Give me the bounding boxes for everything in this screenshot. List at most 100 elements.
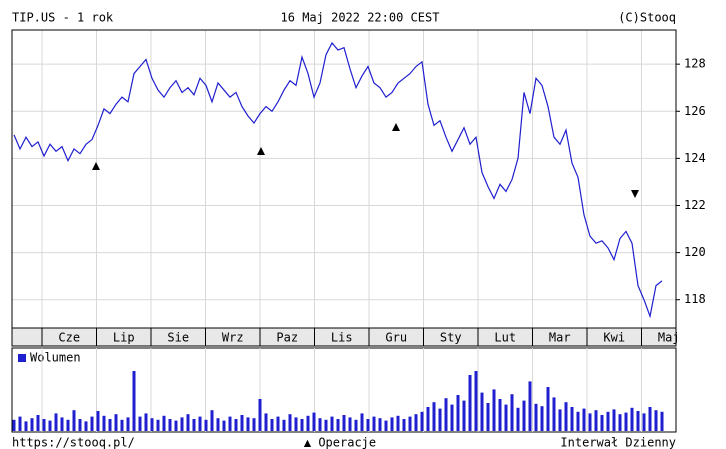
volume-bar (378, 418, 382, 431)
volume-bar (312, 412, 316, 431)
y-tick-label: 124 (684, 151, 706, 165)
volume-bar (12, 419, 16, 431)
operation-marker (392, 123, 400, 131)
volume-bar (240, 415, 244, 431)
volume-bar (270, 419, 274, 431)
volume-bar (492, 389, 496, 431)
volume-bar (414, 414, 418, 431)
volume-bar (198, 416, 202, 431)
y-tick-label: 126 (684, 104, 706, 118)
plot-frame (11, 29, 677, 329)
symbol: TIP.US - 1 rok (12, 11, 114, 25)
volume-bar (546, 387, 550, 431)
volume-bar (306, 415, 310, 431)
volume-bar (402, 419, 406, 431)
volume-bar (276, 416, 280, 431)
volume-bar (456, 395, 460, 431)
volume-bar (126, 417, 130, 431)
y-tick-label: 128 (684, 57, 706, 71)
x-tick-label: Lip (113, 331, 135, 345)
footer-operations: ▲ Operacje (304, 436, 376, 449)
volume-bar (582, 408, 586, 431)
volume-bar (210, 410, 214, 431)
volume-bar (192, 419, 196, 431)
volume-bar (72, 410, 76, 431)
x-tick-label: Maj (658, 331, 680, 345)
volume-bar (102, 415, 106, 431)
volume-bar (588, 413, 592, 431)
operation-marker (257, 147, 265, 155)
x-tick-label: Lis (331, 331, 353, 345)
x-tick-label: Kwi (603, 331, 625, 345)
volume-bar (132, 371, 136, 431)
volume-bar (594, 410, 598, 431)
volume-bar (174, 420, 178, 431)
volume-bar (522, 400, 526, 431)
volume-bar (342, 415, 346, 431)
volume-bar (438, 408, 442, 431)
volume-bar (120, 419, 124, 431)
volume-bar (432, 402, 436, 431)
volume-bar (462, 400, 466, 431)
x-tick-label: Sty (440, 331, 462, 345)
y-tick-label: 118 (684, 292, 706, 306)
volume-bar (336, 419, 340, 431)
volume-bar (96, 411, 100, 431)
volume-bar (354, 419, 358, 431)
volume-legend-swatch (18, 354, 26, 362)
volume-bar (606, 411, 610, 431)
volume-bar (618, 414, 622, 431)
volume-bar (288, 414, 292, 431)
volume-bar (468, 375, 472, 431)
volume-bar (630, 407, 634, 431)
volume-bar (30, 418, 34, 431)
volume-bar (576, 411, 580, 431)
volume-bar (78, 419, 82, 431)
volume-bar (570, 407, 574, 431)
volume-bar (612, 409, 616, 431)
volume-bar (216, 418, 220, 431)
volume-bar (246, 417, 250, 431)
volume-bar (294, 417, 298, 431)
volume-bar (180, 417, 184, 431)
volume-bar (24, 421, 28, 431)
volume-bar (234, 419, 238, 431)
operation-marker (92, 162, 100, 170)
volume-bar (600, 415, 604, 431)
volume-bar (282, 419, 286, 431)
volume-bar (318, 418, 322, 431)
volume-bar (384, 420, 388, 431)
volume-frame (11, 347, 677, 433)
volume-bar (390, 417, 394, 431)
volume-bar (36, 415, 40, 431)
x-tick-label: Sie (167, 331, 189, 345)
volume-bar (444, 398, 448, 431)
volume-bar (156, 419, 160, 431)
volume-bar (114, 414, 118, 431)
volume-bar (480, 392, 484, 431)
volume-bar (396, 415, 400, 431)
chart-title: 16 Maj 2022 22:00 CEST (281, 11, 440, 25)
x-tick-label: Wrz (222, 331, 244, 345)
x-tick-label: Paz (276, 331, 298, 345)
volume-bar (504, 404, 508, 431)
volume-bar (228, 416, 232, 431)
volume-bar (84, 421, 88, 431)
x-tick-label: Gru (385, 331, 407, 345)
volume-bar (162, 415, 166, 431)
operation-marker (631, 190, 639, 198)
volume-bar (624, 412, 628, 431)
volume-bar (252, 418, 256, 431)
volume-bar (366, 419, 370, 431)
source: (C)Stooq (618, 11, 676, 25)
volume-bar (204, 419, 208, 431)
footer-interval: Interwał Dzienny (560, 436, 676, 449)
volume-bar (636, 411, 640, 431)
volume-label: Wolumen (30, 351, 81, 365)
volume-bar (540, 406, 544, 431)
footer-url: https://stooq.pl/ (12, 436, 135, 449)
volume-bar (300, 419, 304, 431)
x-tick-label: Mar (549, 331, 571, 345)
volume-bar (60, 417, 64, 431)
